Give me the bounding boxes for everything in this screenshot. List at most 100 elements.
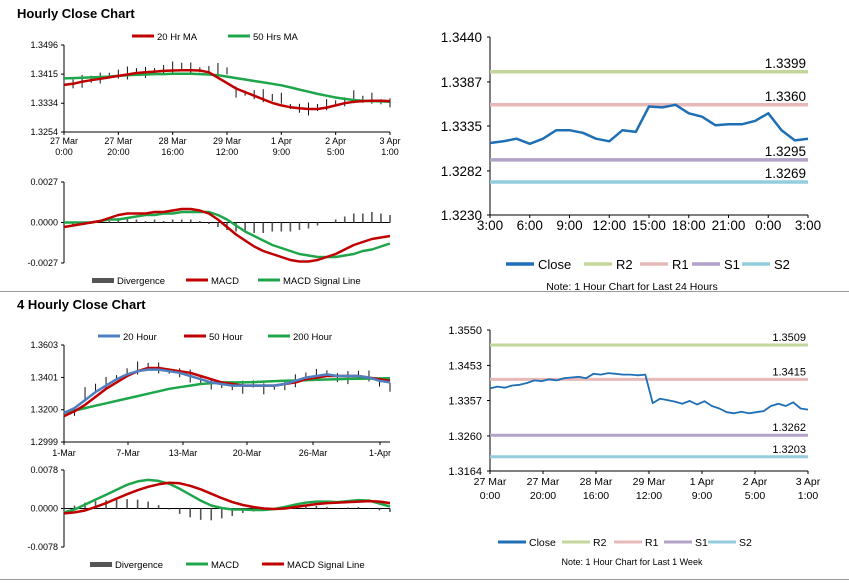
four-hourly-20h-line — [63, 368, 391, 415]
four-hourly-close-x-tick-label: 28 Mar — [580, 476, 613, 488]
four-hourly-price-x-tick-label: 20-Mar — [233, 448, 262, 458]
hourly-close-x-tick-label: 21:00 — [712, 218, 746, 233]
hourly-close-x-tick-label: 6:00 — [517, 218, 543, 233]
four-hourly-close-x-tick-label: 27 Mar — [527, 476, 560, 488]
legend-hourly-r1-label: R1 — [672, 257, 689, 272]
four-hourly-close-x-tick-label: 12:00 — [636, 490, 662, 502]
hourly-close-x-tick-label: 15:00 — [632, 218, 666, 233]
four-hourly-close-y-tick-label: 1.3357 — [448, 396, 482, 408]
section-divider — [0, 291, 849, 292]
four-hourly-close-x-tick-label: 0:00 — [480, 490, 501, 502]
hourly-price-y-tick-label: 1.3496 — [30, 40, 58, 50]
hourly-price-x-tick-label: 27 Mar — [50, 136, 78, 146]
four-hourly-close-y-tick-label: 1.3164 — [448, 466, 482, 478]
four-hourly-price-y-tick-label: 1.2999 — [30, 437, 58, 447]
four-hourly-close-x-tick-label: 3 Apr — [796, 476, 821, 488]
legend-4h-s2-label: S2 — [739, 537, 752, 549]
hourly-price-x-tick-label: 5:00 — [327, 147, 345, 157]
legend-hourly-close-label: Close — [538, 257, 571, 272]
hourly-price-x-tick-label: 29 Mar — [213, 136, 241, 146]
four-hourly-macd-y-tick-label: 0.0000 — [30, 504, 58, 514]
hourly-price-x-tick-label: 28 Mar — [159, 136, 187, 146]
four-hourly-price-x-tick-label: 26-Mar — [299, 448, 328, 458]
four-hourly-macd-y-tick-label: -0.0078 — [27, 542, 58, 552]
four-hourly-close-y-tick-label: 1.3260 — [448, 431, 482, 443]
legend-20-hour-label: 20 Hour — [123, 332, 157, 343]
hourly-price-x-tick-label: 20:00 — [107, 147, 130, 157]
legend-4h-macd-label: MACD — [211, 560, 239, 571]
four-hourly-macd-signal-line — [63, 481, 391, 515]
legend-4h-s1-label: S1 — [695, 537, 708, 549]
hourly-close-y-tick-label: 1.3230 — [441, 208, 482, 223]
bottom-divider — [0, 579, 849, 580]
legend-4h-macd-signal-label: MACD Signal Line — [287, 560, 365, 571]
hourly-close-x-tick-label: 3:00 — [477, 218, 503, 233]
four-hourly-close-y-tick-label: 1.3453 — [448, 360, 482, 372]
four-hourly-close-x-tick-label: 9:00 — [692, 490, 713, 502]
hourly-chart-note: Note: 1 Hour Chart for Last 24 Hours — [546, 281, 718, 293]
hourly-price-x-tick-label: 27 Mar — [104, 136, 132, 146]
four-hourly-close-x-tick-label: 29 Mar — [633, 476, 666, 488]
hourly-macd-y-tick-label: -0.0027 — [27, 258, 58, 268]
legend-hourly-r2-label: R2 — [616, 257, 633, 272]
legend-hourly-s2-label: S2 — [774, 257, 790, 272]
hourly-20hr-ma-line — [63, 68, 391, 111]
hourly-macd-line — [63, 207, 391, 263]
four-hourly-price-y-tick-label: 1.3603 — [30, 340, 58, 350]
hourly-price-y-tick-label: 1.3254 — [30, 127, 58, 137]
hourly-price-x-tick-label: 1:00 — [381, 147, 399, 157]
hourly-close-y-tick-label: 1.3387 — [441, 75, 482, 90]
hourly-price-x-tick-label: 0:00 — [55, 147, 73, 157]
four-hourly-close-x-tick-label: 5:00 — [745, 490, 766, 502]
four-hourly-level-r2-label: 1.3509 — [772, 332, 806, 344]
legend-50-hour-label: 50 Hour — [209, 332, 243, 343]
hourly-close-x-tick-label: 18:00 — [672, 218, 706, 233]
hourly-price-x-tick-label: 12:00 — [216, 147, 239, 157]
legend-hourly-macd-label: MACD — [211, 276, 239, 287]
hourly-close-y-tick-label: 1.3282 — [441, 164, 482, 179]
four-hourly-macd-y-tick-label: 0.0078 — [30, 465, 58, 475]
hourly-macd-signal-line — [64, 210, 391, 259]
hourly-close-x-tick-label: 0:00 — [755, 218, 781, 233]
hourly-close-y-tick-label: 1.3335 — [441, 119, 482, 134]
four-hourly-close-y-tick-label: 1.3550 — [448, 325, 482, 337]
hourly-level-s2-label: 1.3269 — [765, 166, 806, 181]
four-hourly-price-x-tick-label: 7-Mar — [116, 448, 140, 458]
hourly-price-x-tick-label: 16:00 — [161, 147, 184, 157]
hourly-price-y-tick-label: 1.3334 — [30, 98, 58, 108]
hourly-close-line — [489, 103, 809, 146]
hourly-close-x-tick-label: 3:00 — [795, 218, 821, 233]
hourly-macd-y-tick-label: 0.0027 — [30, 177, 58, 187]
four-hourly-level-r1-label: 1.3415 — [772, 366, 806, 378]
legend-4h-r1-label: R1 — [645, 537, 659, 549]
legend-4h-r2-label: R2 — [593, 537, 607, 549]
four-hourly-close-x-tick-label: 27 Mar — [474, 476, 507, 488]
hourly-close-y-tick-label: 1.3440 — [441, 30, 482, 45]
four-hourly-price-x-tick-label: 1-Mar — [52, 448, 76, 458]
legend-4h-divergence-label: Divergence — [115, 560, 163, 571]
four-hourly-close-x-tick-label: 20:00 — [530, 490, 556, 502]
legend-4h-divergence-swatch — [90, 562, 112, 567]
legend-50hrs-ma-label: 50 Hrs MA — [253, 32, 299, 43]
four-hourly-close-line — [489, 372, 809, 415]
four-hourly-price-x-tick-label: 1-Apr — [369, 448, 391, 458]
hourly-level-r2-label: 1.3399 — [765, 56, 806, 71]
hourly-level-s1-label: 1.3295 — [765, 144, 806, 159]
hourly-price-x-tick-label: 9:00 — [273, 147, 291, 157]
four-hourly-price-y-tick-label: 1.3401 — [30, 372, 58, 382]
four-hourly-close-x-tick-label: 16:00 — [583, 490, 609, 502]
four-hourly-close-x-tick-label: 1 Apr — [690, 476, 715, 488]
legend-200-hour-label: 200 Hour — [293, 332, 332, 343]
legend-hourly-divergence-swatch — [92, 278, 114, 283]
hourly-price-x-tick-label: 2 Apr — [325, 136, 346, 146]
hourly-close-x-tick-label: 9:00 — [556, 218, 582, 233]
hourly-price-x-tick-label: 3 Apr — [379, 136, 400, 146]
legend-hourly-s1-label: S1 — [724, 257, 740, 272]
four-hourly-level-s2-label: 1.3203 — [772, 444, 806, 456]
hourly-macd-y-tick-label: 0.0000 — [30, 218, 58, 228]
legend-4h-close-label: Close — [529, 537, 556, 549]
hourly-level-r1-label: 1.3360 — [765, 89, 806, 104]
four-hourly-macd-line — [63, 478, 391, 514]
hourly-section-title: Hourly Close Chart — [17, 6, 135, 21]
